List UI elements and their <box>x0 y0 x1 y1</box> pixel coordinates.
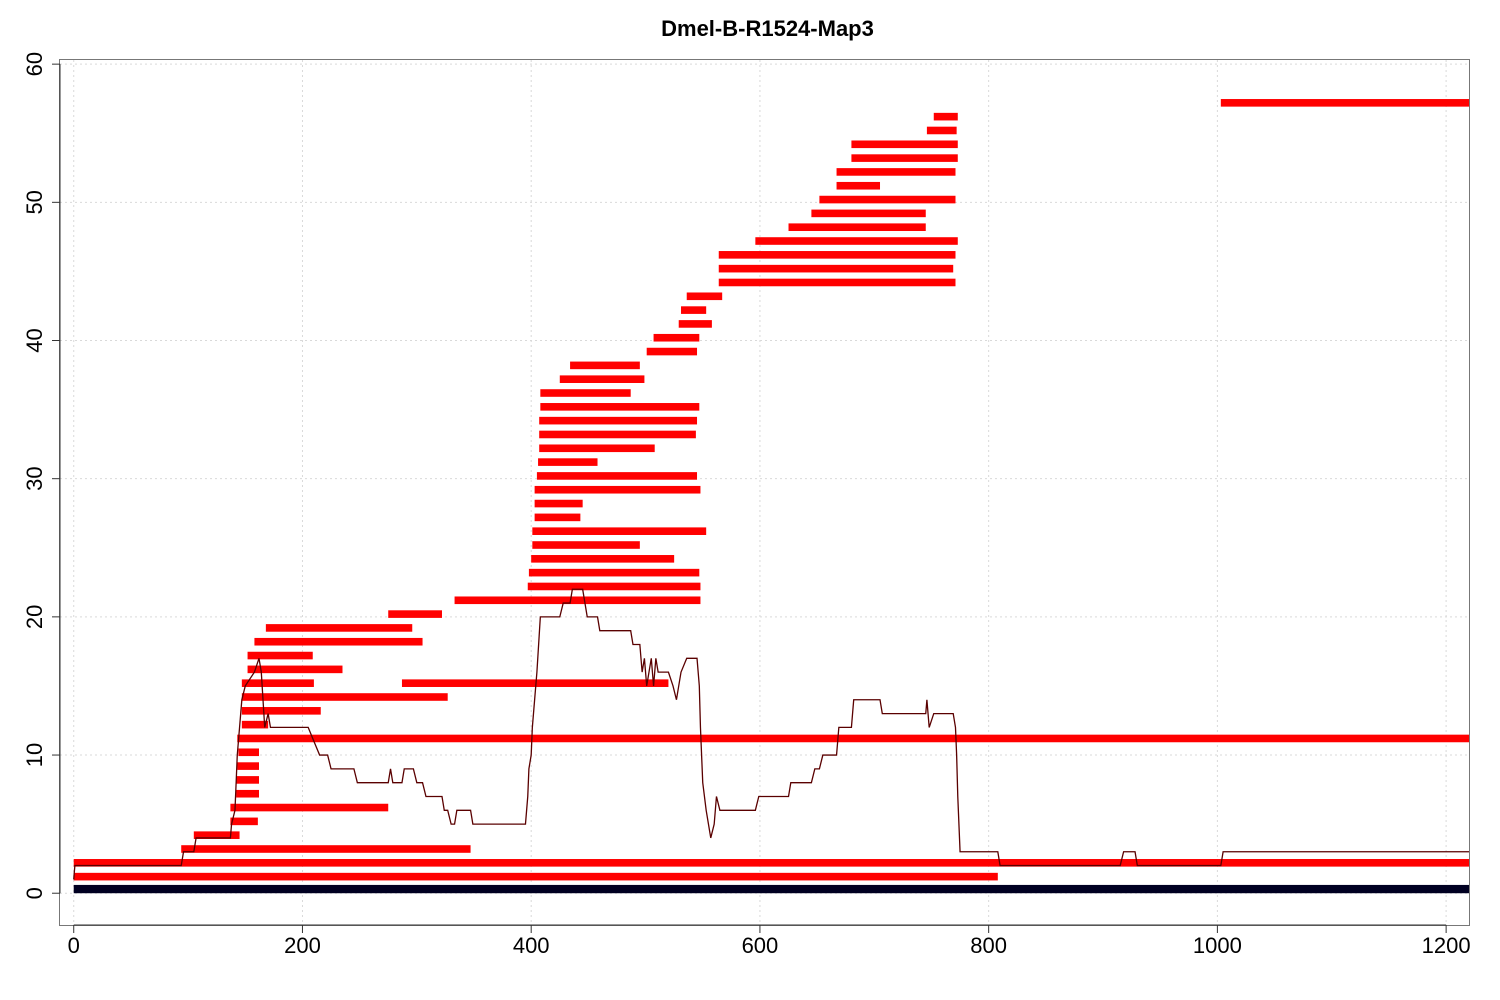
x-tick-label: 1000 <box>1193 933 1242 958</box>
y-tick-label: 10 <box>22 743 47 767</box>
read-bar <box>237 762 259 770</box>
read-bar <box>534 499 583 508</box>
read-bar <box>851 154 958 162</box>
read-bar <box>539 416 698 425</box>
x-tick-label: 800 <box>970 933 1007 958</box>
x-tick-label: 600 <box>742 933 779 958</box>
reference-sequence <box>73 884 1470 894</box>
read-bar <box>237 734 1469 743</box>
read-bar <box>755 237 958 245</box>
coverage-series <box>73 588 1469 880</box>
y-tick-label: 40 <box>22 328 47 352</box>
read-bar <box>247 665 343 674</box>
reference-bar <box>73 884 1470 894</box>
read-bar <box>181 845 471 853</box>
read-bar <box>534 513 581 522</box>
read-bar <box>788 223 926 231</box>
read-bar <box>254 637 423 646</box>
read-bar <box>653 333 700 342</box>
read-bar <box>536 472 698 480</box>
read-bar <box>686 292 723 301</box>
read-bar <box>238 748 259 757</box>
y-tick-label: 50 <box>22 190 47 214</box>
read-bar <box>247 651 313 660</box>
y-tick-label: 0 <box>22 887 47 899</box>
read-bar <box>540 389 631 397</box>
read-bar <box>73 859 1470 867</box>
read-bar <box>531 555 675 563</box>
read-bar <box>718 251 956 259</box>
x-tick-label: 1200 <box>1422 933 1471 958</box>
read-bar <box>230 817 258 826</box>
read-bar <box>193 831 240 839</box>
read-bar <box>534 485 701 494</box>
read-bar <box>836 181 881 190</box>
x-tick-label: 0 <box>68 933 80 958</box>
read-bar <box>559 375 645 383</box>
read-bar <box>401 679 669 687</box>
read-bar <box>678 320 712 328</box>
read-bar <box>236 789 259 798</box>
y-tick-label: 60 <box>22 52 47 76</box>
read-bar <box>851 140 958 149</box>
read-bar <box>836 168 956 176</box>
x-tick-label: 200 <box>284 933 321 958</box>
read-bar <box>1220 99 1469 107</box>
read-bar <box>681 306 707 314</box>
read-bar <box>532 527 707 535</box>
read-bar <box>539 444 655 453</box>
read-bar <box>241 679 314 687</box>
chart-title: Dmel-B-R1524-Map3 <box>661 16 874 41</box>
read-bar <box>718 278 956 287</box>
x-tick-label: 400 <box>513 933 550 958</box>
gridlines <box>60 60 1469 925</box>
plot-frame <box>59 59 1470 926</box>
read-bar <box>265 624 413 632</box>
read-bar <box>540 403 700 411</box>
read-bar <box>241 720 269 729</box>
read-bar <box>241 693 448 701</box>
coverage-line <box>73 588 1469 880</box>
read-bar <box>933 112 958 121</box>
y-tick-label: 30 <box>22 466 47 490</box>
read-bar <box>527 582 701 591</box>
read-bar <box>454 596 701 605</box>
read-bar <box>718 264 954 273</box>
read-bar <box>570 361 640 370</box>
read-bar <box>528 568 700 577</box>
read-bar <box>819 195 956 204</box>
read-bar <box>538 458 598 466</box>
read-bar <box>926 126 957 135</box>
read-bar <box>388 610 442 618</box>
read-bar <box>539 430 696 439</box>
read-bar <box>230 803 389 812</box>
read-bar <box>236 776 259 784</box>
read-bar <box>73 872 998 881</box>
x-axis: 0 200 400 600 800 1000 1200 <box>68 924 1471 958</box>
read-bar <box>241 707 321 715</box>
y-tick-label: 20 <box>22 605 47 629</box>
read-bar <box>811 209 926 218</box>
read-bar <box>646 347 698 356</box>
read-bar <box>532 541 640 549</box>
y-axis: 0 10 20 30 40 50 60 <box>22 52 61 899</box>
read-alignments <box>73 99 1470 881</box>
